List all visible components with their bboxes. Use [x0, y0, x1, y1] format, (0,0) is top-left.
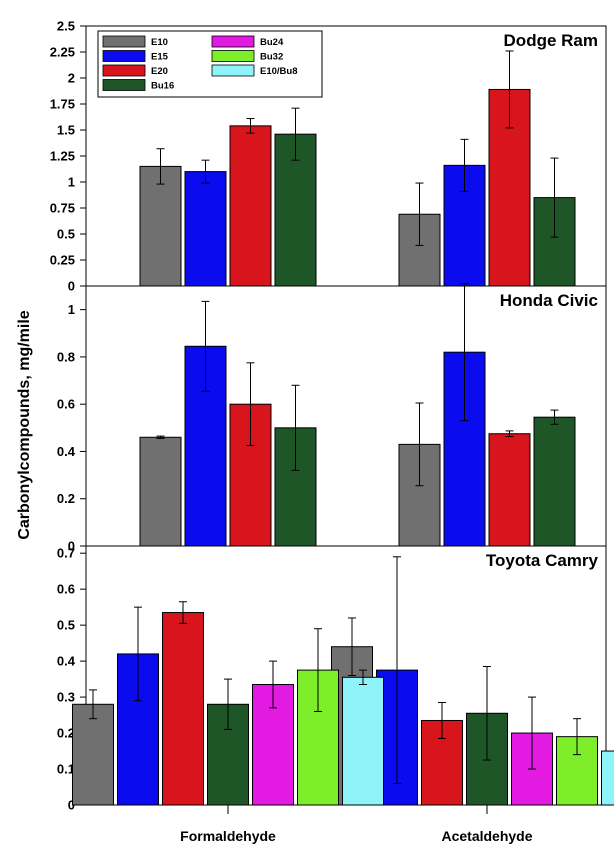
legend-swatch — [211, 64, 255, 77]
panel-title: Dodge Ram — [504, 31, 598, 50]
legend-label: E20 — [151, 66, 168, 77]
y-tick-label: 1 — [68, 175, 75, 190]
y-tick-label: 0.3 — [57, 690, 75, 705]
y-tick-label: 0 — [68, 798, 75, 813]
y-tick-label: 1.5 — [57, 123, 75, 138]
legend-label: Bu32 — [260, 52, 283, 63]
y-tick-label: 0.5 — [57, 227, 75, 242]
bar-e10bu8 — [601, 750, 614, 806]
panel-toyota-camry: 0 0.1 0.2 0.3 0.4 0.5 0.6 0.7 Toyota Camry — [57, 546, 614, 813]
bar-e10 — [139, 436, 182, 547]
y-tick-label: 0.1 — [57, 762, 75, 777]
y-tick-label: 0.6 — [57, 397, 75, 412]
legend-label: Bu16 — [151, 81, 174, 92]
y-tick-label: 0.2 — [57, 726, 75, 741]
legend-swatch — [102, 35, 146, 48]
panel-title: Toyota Camry — [486, 551, 599, 570]
bar-e15 — [184, 171, 227, 287]
legend-swatch — [102, 64, 146, 77]
bar-e20 — [162, 612, 204, 806]
y-tick-label: 0.75 — [50, 201, 75, 216]
y-tick-label: 0 — [68, 279, 75, 294]
panel-dodge-ram: 0 0.25 0.5 0.75 1 1.25 1.5 1.75 2 2.25 2.5 Dodge Ra… — [50, 19, 598, 294]
panels: 0 0.25 0.5 0.75 1 1.25 1.5 1.75 2 2.25 2.5 Dodge Ra… — [50, 19, 614, 813]
legend-swatch — [211, 50, 255, 62]
panel-title: Honda Civic — [500, 291, 598, 310]
y-tick-label: 0 — [68, 539, 75, 554]
y-tick-label: 0.5 — [57, 618, 75, 633]
y-tick-label: 2 — [68, 71, 75, 86]
legend-swatch — [211, 35, 255, 48]
legend: E10 E15 E20 Bu16 Bu24 Bu32 E10/Bu8 — [97, 30, 323, 98]
y-tick-label: 0.6 — [57, 582, 75, 597]
y-tick-label: 0.25 — [50, 253, 75, 268]
bar-e10 — [139, 165, 182, 287]
y-tick-label: 0.7 — [57, 546, 75, 561]
y-tick-label: 1.25 — [50, 149, 75, 164]
y-axis-label: Carbonylcompounds, mg/mile — [16, 310, 33, 539]
bar-e20 — [488, 433, 531, 547]
y-tick-label: 2.5 — [57, 19, 75, 34]
bar-e10 — [72, 703, 114, 806]
bar-bu16 — [533, 416, 576, 547]
legend-label: E15 — [151, 52, 169, 63]
y-tick-label: 0.4 — [57, 654, 76, 669]
y-tick-label: 1 — [68, 302, 75, 317]
y-tick-label: 0.4 — [57, 444, 76, 459]
x-tick-label: Formaldehyde — [180, 828, 276, 844]
legend-label: E10 — [151, 37, 168, 48]
x-tick-label: Acetaldehyde — [441, 828, 532, 844]
y-tick-label: 0.8 — [57, 349, 75, 364]
bar-e20 — [229, 125, 272, 287]
legend-label: E10/Bu8 — [260, 66, 298, 77]
bar-e10bu8 — [342, 676, 384, 806]
legend-swatch — [102, 50, 146, 62]
y-tick-label: 2.25 — [50, 45, 75, 60]
legend-label: Bu24 — [260, 37, 284, 48]
x-axis: Formaldehyde Acetaldehyde — [180, 805, 533, 844]
panel-honda-civic: 0 0.2 0.4 0.6 0.8 1 Honda Civic — [57, 283, 598, 554]
legend-swatch — [102, 79, 146, 91]
y-tick-label: 1.75 — [50, 97, 75, 112]
y-tick-label: 0.2 — [57, 491, 75, 506]
